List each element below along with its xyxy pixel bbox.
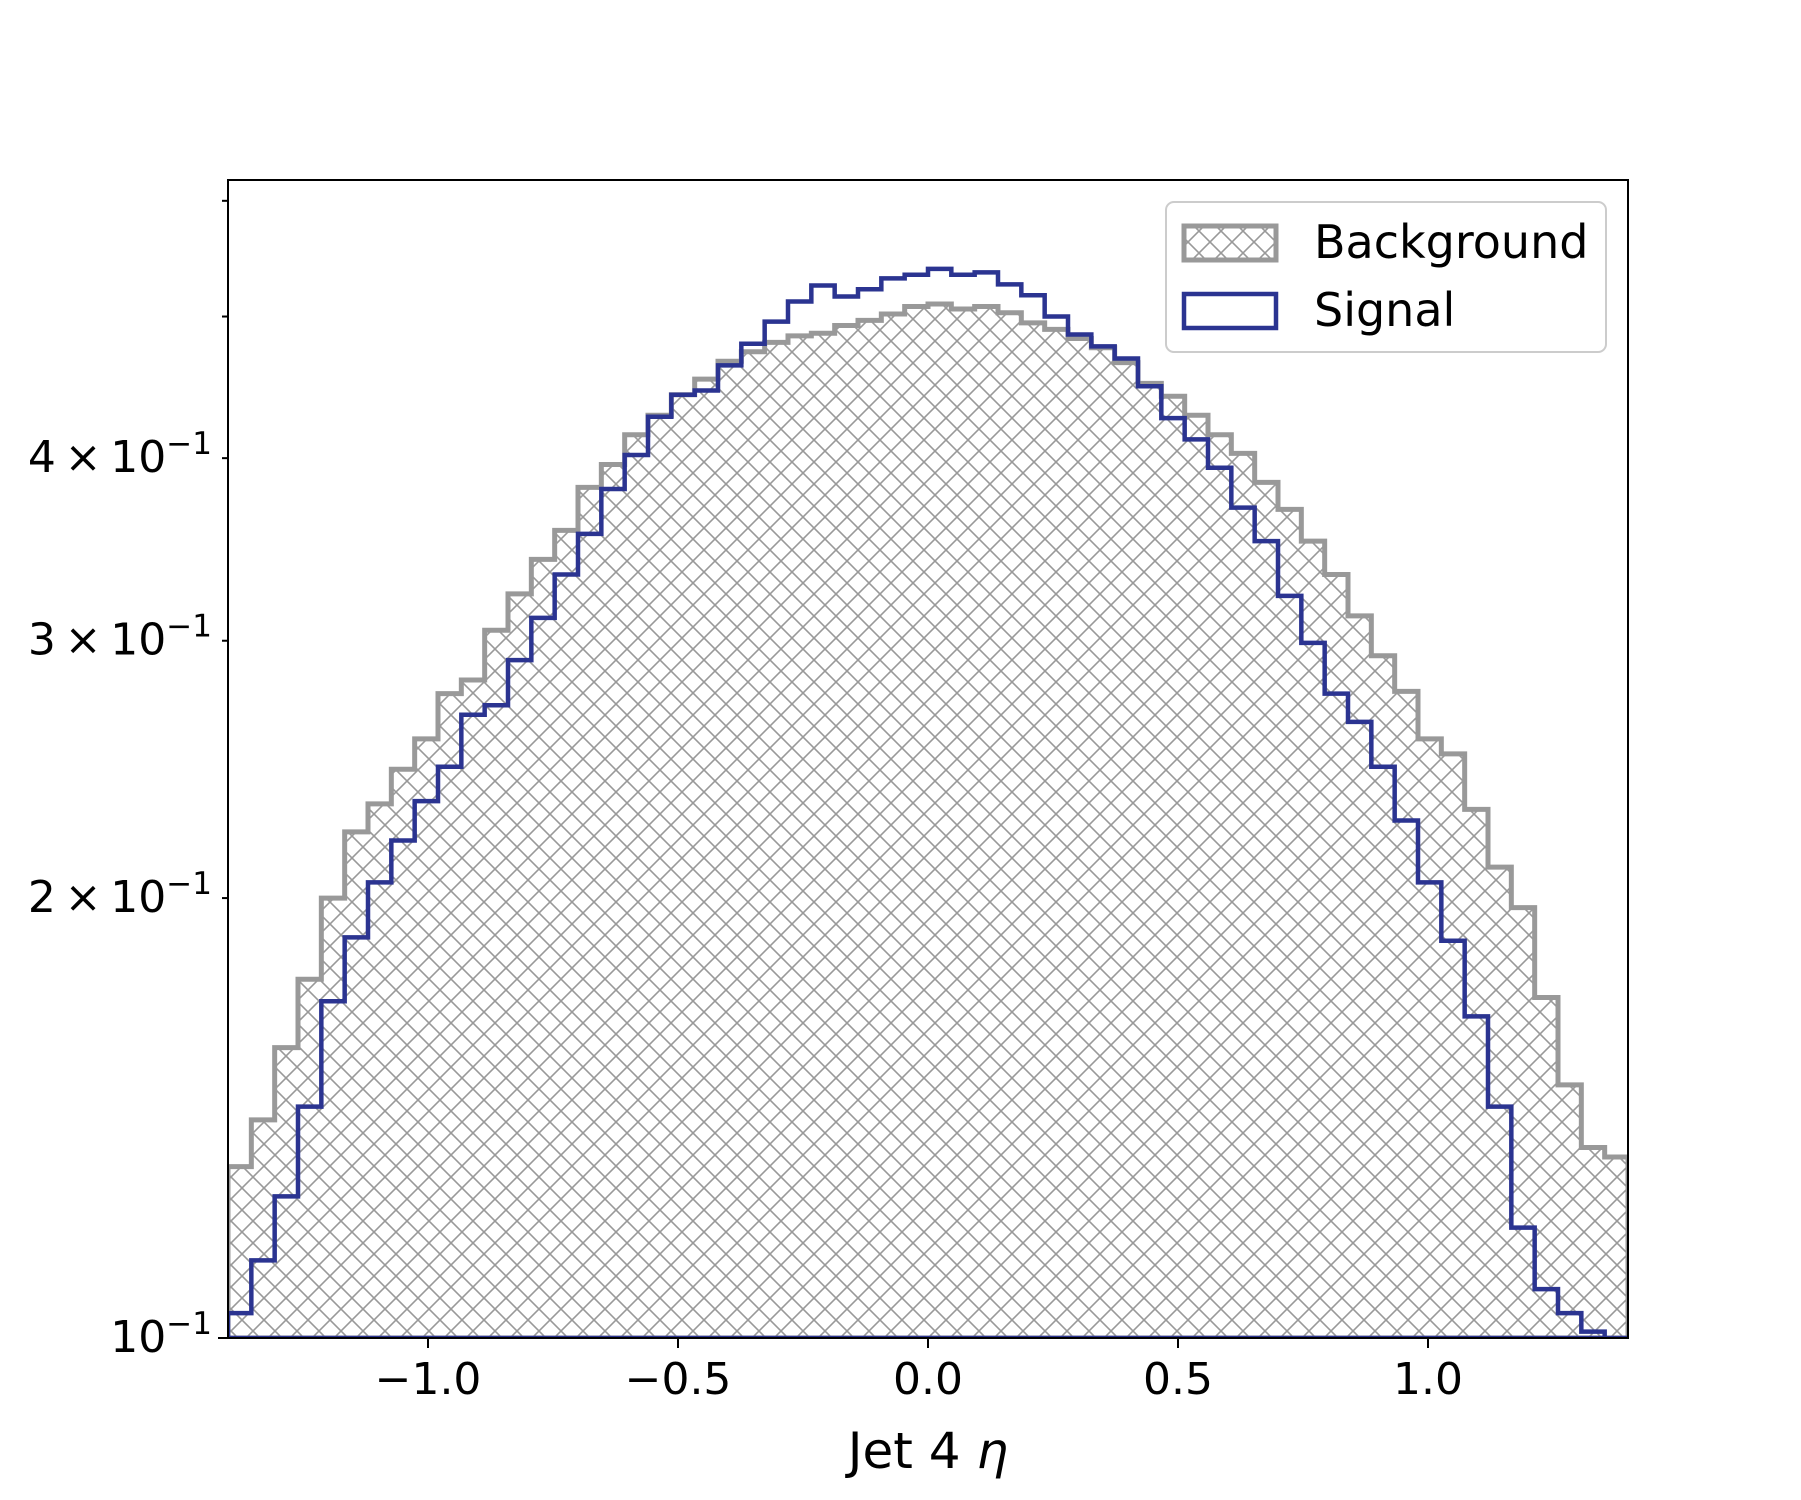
x-tick-label: 0.5: [1143, 1354, 1213, 1405]
y-tick-label: 10−1: [110, 1306, 212, 1363]
x-tick-label: −0.5: [625, 1354, 732, 1405]
x-axis-label: Jet 4 η: [845, 1422, 1008, 1480]
legend-label-signal: Signal: [1314, 283, 1455, 337]
signal-step-line: [228, 266, 1628, 1338]
legend-swatch-background: [1181, 223, 1279, 263]
x-tick-label: 0.0: [893, 1354, 963, 1405]
legend: Background Signal: [1165, 201, 1607, 353]
legend-label-background: Background: [1314, 215, 1588, 269]
x-tick-label: −1.0: [375, 1354, 482, 1405]
y-tick-label: 2 × 10−1: [28, 866, 212, 923]
y-tick-label: 3 × 10−1: [28, 609, 212, 666]
plot-series-group: [228, 266, 1628, 1338]
x-tick-label: 1.0: [1393, 1354, 1463, 1405]
background-outline: [228, 301, 1628, 1338]
legend-swatch-signal: [1181, 291, 1279, 331]
y-tick-label: 4 × 10−1: [28, 426, 212, 483]
